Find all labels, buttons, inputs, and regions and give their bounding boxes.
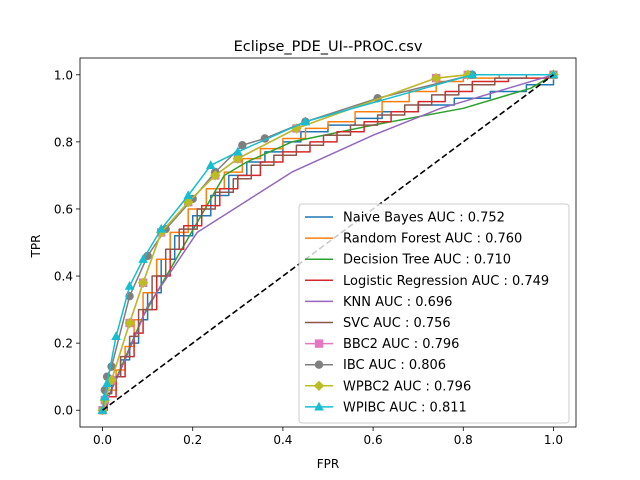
plot-area: 0.0 0.2 0.4 0.6 0.8 1.0 0.0 0.2 0.4 0.6 0.8 1.0 <box>54 57 577 447</box>
series-9-point-7 <box>183 190 194 200</box>
legend-label-8: WPBC2 AUC : 0.796 <box>343 379 471 394</box>
axes-frame <box>79 57 577 428</box>
series-8-point-3 <box>124 317 135 329</box>
series-8-point-4 <box>137 277 149 288</box>
x-tick-label-2: 0.4 <box>273 433 292 447</box>
y-tick-label-3: 0.6 <box>54 202 73 216</box>
legend-label-1: Random Forest AUC : 0.760 <box>343 232 522 247</box>
x-axis-label: FPR <box>317 457 339 471</box>
legend-label-7: IBC AUC : 0.806 <box>343 358 446 373</box>
legend-marker-7 <box>314 360 324 369</box>
series-9-point-5 <box>138 254 148 263</box>
series-lines <box>97 69 559 416</box>
legend-label-4: KNN AUC : 0.696 <box>343 295 452 310</box>
series-9-point-6 <box>156 223 166 233</box>
x-tick-label-1: 0.2 <box>183 433 202 447</box>
series-7-point-9 <box>238 141 247 150</box>
series-8-point-7 <box>210 170 221 181</box>
series-line-5 <box>102 74 554 411</box>
series-9-point-8 <box>205 160 216 169</box>
series-9-point-4 <box>124 280 135 290</box>
series-8-point-10 <box>431 72 442 84</box>
series-9-point-3 <box>111 331 121 341</box>
series-9-point-11 <box>467 69 478 79</box>
x-tick-label-4: 0.8 <box>454 433 473 447</box>
y-tick-label-4: 0.8 <box>54 135 73 149</box>
chart-title: Eclipse_PDE_UI--PROC.csv <box>234 39 423 55</box>
x-tick-label-3: 0.6 <box>364 433 383 447</box>
legend-label-6: BBC2 AUC : 0.796 <box>343 337 459 352</box>
legend-marker-9 <box>314 401 324 411</box>
legend-label-3: Logistic Regression AUC : 0.749 <box>343 274 549 289</box>
x-tick-label-5: 1.0 <box>544 433 563 447</box>
y-axis-label: TPR <box>29 235 43 259</box>
legend-label-2: Decision Tree AUC : 0.710 <box>343 253 511 268</box>
series-9-point-9 <box>233 146 243 156</box>
series-9-point-2 <box>102 378 112 387</box>
series-9-point-10 <box>300 116 311 126</box>
y-tick-label-0: 0.0 <box>54 404 73 418</box>
legend-label-0: Naive Bayes AUC : 0.752 <box>343 211 505 226</box>
series-9-point-1 <box>100 391 110 401</box>
legend-label-5: SVC AUC : 0.756 <box>343 316 451 331</box>
legend-marker-8 <box>313 380 325 391</box>
legend: Naive Bayes AUC : 0.752 Random Forest AUC… <box>298 203 570 424</box>
series-8-point-9 <box>291 123 302 134</box>
x-tick-label-0: 0.0 <box>93 433 112 447</box>
series-line-3 <box>102 74 555 411</box>
legend-marker-6 <box>314 339 324 348</box>
legend-box <box>298 203 570 424</box>
y-tick-label-1: 0.2 <box>54 337 73 351</box>
series-line-4 <box>101 74 554 411</box>
legend-label-9: WPIBC AUC : 0.811 <box>343 400 467 415</box>
y-tick-label-2: 0.4 <box>54 270 73 284</box>
y-tick-label-5: 1.0 <box>54 68 73 82</box>
series-8-point-8 <box>232 153 244 164</box>
